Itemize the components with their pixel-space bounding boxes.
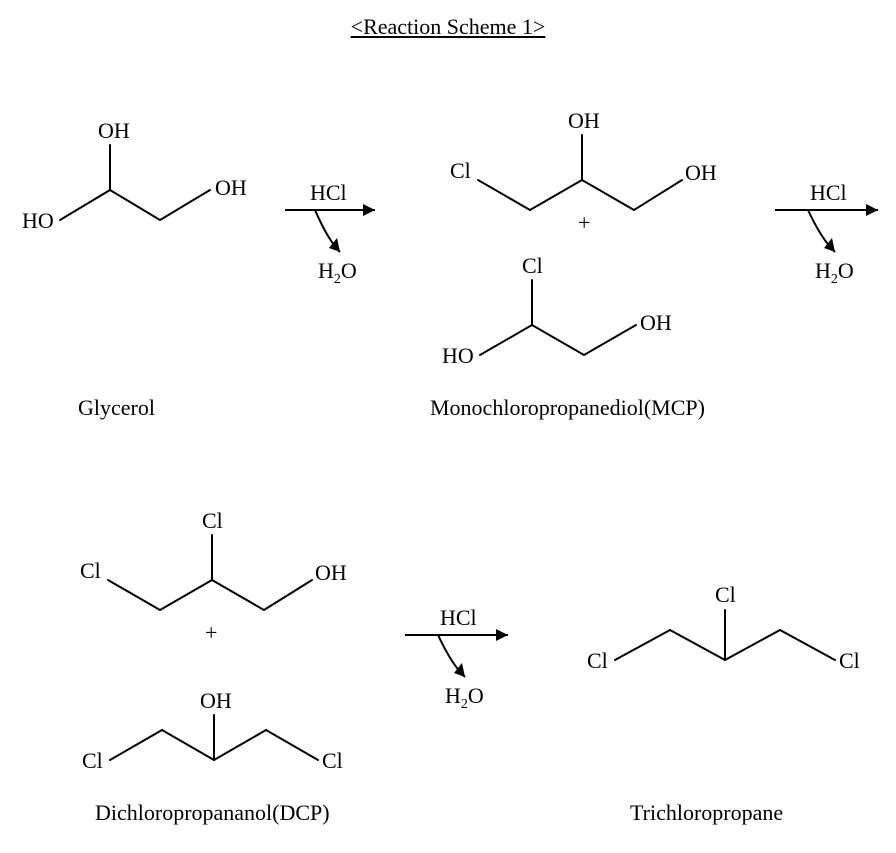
mcp1-oh-top: OH bbox=[568, 108, 600, 133]
arrow2-reagent: HCl bbox=[810, 180, 847, 205]
arrow3-byproduct: H2O bbox=[445, 683, 484, 712]
arrow2-h: H bbox=[815, 258, 831, 283]
tcp-cl-right: Cl bbox=[839, 648, 860, 673]
arrow3-sub: 2 bbox=[461, 697, 468, 712]
glycerol-structure: HO OH OH bbox=[10, 100, 270, 270]
arrow1-reagent: HCl bbox=[310, 180, 347, 205]
arrow1-sub: 2 bbox=[334, 272, 341, 287]
mcp2-cl: Cl bbox=[522, 253, 543, 278]
mcp-isomer-2: HO Cl OH bbox=[420, 235, 730, 395]
reaction-scheme-page: <Reaction Scheme 1> HO OH OH Glycerol HC… bbox=[0, 0, 896, 853]
tcp-cl-left: Cl bbox=[587, 648, 608, 673]
dcp-isomer-1: Cl Cl OH bbox=[50, 480, 360, 640]
mcp-plus: + bbox=[578, 210, 590, 236]
glycerol-label: Glycerol bbox=[78, 395, 155, 421]
dcp-isomer-2: Cl OH Cl bbox=[50, 640, 360, 800]
mcp1-cl: Cl bbox=[450, 158, 471, 183]
mcp-label: Monochloropropanediol(MCP) bbox=[430, 395, 705, 421]
arrow3-reagent: HCl bbox=[440, 605, 477, 630]
dcp-label: Dichloropropananol(DCP) bbox=[95, 800, 330, 826]
arrow3-h: H bbox=[445, 683, 461, 708]
mcp-isomer-1: Cl OH OH bbox=[420, 80, 730, 240]
dcp2-cl-right: Cl bbox=[322, 748, 343, 773]
glycerol-oh-top: OH bbox=[98, 118, 130, 143]
dcp1-cl-left: Cl bbox=[80, 558, 101, 583]
mcp1-oh-right: OH bbox=[685, 160, 717, 185]
arrow1-o: O bbox=[341, 258, 357, 283]
mcp2-ho: HO bbox=[442, 343, 474, 368]
tcp-structure: Cl Cl Cl bbox=[555, 530, 885, 710]
dcp2-cl-left: Cl bbox=[82, 748, 103, 773]
tcp-cl-top: Cl bbox=[715, 582, 736, 607]
reaction-arrow-2: HCl H2O bbox=[770, 170, 896, 290]
tcp-label: Trichloropropane bbox=[630, 800, 783, 826]
glycerol-ho-left: HO bbox=[22, 208, 54, 233]
arrow2-sub: 2 bbox=[831, 272, 838, 287]
dcp2-oh-top: OH bbox=[200, 688, 232, 713]
reaction-arrow-1: HCl H2O bbox=[280, 170, 400, 290]
arrow2-o: O bbox=[838, 258, 854, 283]
dcp1-cl-top: Cl bbox=[202, 508, 223, 533]
dcp1-oh-right: OH bbox=[315, 560, 347, 585]
arrow1-byproduct: H2O bbox=[318, 258, 357, 287]
arrow3-o: O bbox=[468, 683, 484, 708]
scheme-title: <Reaction Scheme 1> bbox=[0, 14, 896, 40]
reaction-arrow-3: HCl H2O bbox=[400, 595, 530, 715]
arrow1-h: H bbox=[318, 258, 334, 283]
mcp2-oh: OH bbox=[640, 310, 672, 335]
glycerol-oh-right: OH bbox=[215, 175, 247, 200]
arrow2-byproduct: H2O bbox=[815, 258, 854, 287]
